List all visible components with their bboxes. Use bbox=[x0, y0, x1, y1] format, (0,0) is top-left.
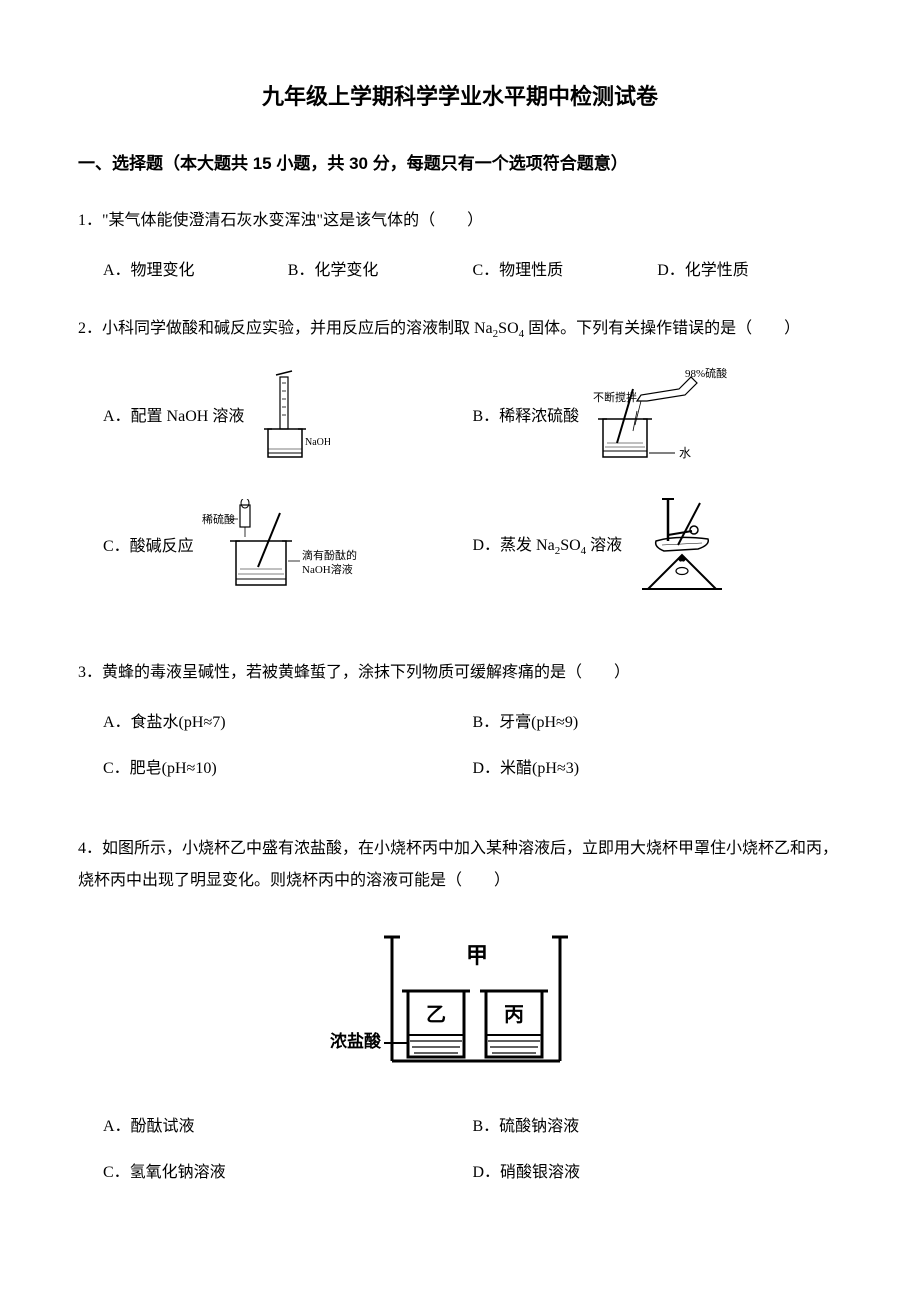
exam-title: 九年级上学期科学学业水平期中检测试卷 bbox=[78, 80, 842, 113]
q1-option-b: B．化学变化 bbox=[288, 259, 473, 283]
q2-b-water-label: 水 bbox=[679, 446, 691, 460]
question-3: 3．黄蜂的毒液呈碱性，若被黄蜂蜇了，涂抹下列物质可缓解疼痛的是（ ） A．食盐水… bbox=[78, 657, 842, 803]
q2-option-d: D．蒸发 Na2SO4 溶液 bbox=[473, 497, 843, 597]
q2-option-c: C．酸碱反应 稀硫酸 滴有酚酞的 NaOH溶 bbox=[103, 497, 473, 597]
q1-options: A．物理变化 B．化学变化 C．物理性质 D．化学性质 bbox=[78, 259, 842, 283]
q2-options: A．配置 NaOH 溶液 NaOH bbox=[78, 367, 842, 627]
q4-yi-label: 乙 bbox=[426, 1004, 446, 1026]
q4-stem: 4．如图所示，小烧杯乙中盛有浓盐酸，在小烧杯丙中加入某种溶液后，立即用大烧杯甲罩… bbox=[78, 833, 842, 897]
q2-option-a: A．配置 NaOH 溶液 NaOH bbox=[103, 367, 473, 467]
q3-option-d: D．米醋(pH≈3) bbox=[473, 757, 843, 781]
q4-bing-label: 丙 bbox=[504, 1004, 524, 1026]
q2-a-figure: NaOH bbox=[250, 369, 330, 464]
q2-stem-mid: SO bbox=[498, 320, 518, 337]
q2-b-figure: 不断搅拌 98%硫酸 水 bbox=[585, 367, 735, 467]
q4-option-b: B．硫酸钠溶液 bbox=[473, 1115, 843, 1139]
q4-option-a: A．酚酞试液 bbox=[103, 1115, 473, 1139]
q4-figure: 甲 乙 丙 浓盐酸 bbox=[78, 919, 842, 1087]
q1-option-a: A．物理变化 bbox=[103, 259, 288, 283]
q2-stem-l2: 固体。下列有关操作错误的是（ ） bbox=[524, 320, 800, 337]
q4-hcl-label: 浓盐酸 bbox=[330, 1031, 382, 1051]
q4-option-c: C．氢氧化钠溶液 bbox=[103, 1161, 473, 1185]
q3-option-c: C．肥皂(pH≈10) bbox=[103, 757, 473, 781]
q4-option-d: D．硝酸银溶液 bbox=[473, 1161, 843, 1185]
section-header: 一、选择题（本大题共 15 小题，共 30 分，每题只有一个选项符合题意） bbox=[78, 151, 842, 177]
q2-c-label: C．酸碱反应 bbox=[103, 535, 194, 559]
q1-stem: 1．"某气体能使澄清石灰水变浑浊"这是该气体的（ ） bbox=[78, 205, 842, 237]
q2-d-figure bbox=[628, 497, 723, 597]
q2-c-phenol-label: 滴有酚酞的 bbox=[302, 548, 357, 562]
q2-b-label: B．稀释浓硫酸 bbox=[473, 405, 580, 429]
q2-b-stir-label: 不断搅拌 bbox=[593, 390, 637, 404]
question-2: 2．小科同学做酸和碱反应实验，并用反应后的溶液制取 Na2SO4 固体。下列有关… bbox=[78, 313, 842, 627]
q3-options: A．食盐水(pH≈7) B．牙膏(pH≈9) C．肥皂(pH≈10) D．米醋(… bbox=[78, 711, 842, 803]
q3-option-b: B．牙膏(pH≈9) bbox=[473, 711, 843, 735]
q1-option-c: C．物理性质 bbox=[473, 259, 658, 283]
q2-b-acid-label: 98%硫酸 bbox=[685, 367, 727, 380]
q3-stem: 3．黄蜂的毒液呈碱性，若被黄蜂蜇了，涂抹下列物质可缓解疼痛的是（ ） bbox=[78, 657, 842, 689]
q2-option-b: B．稀释浓硫酸 不断搅拌 98%硫酸 水 bbox=[473, 367, 843, 467]
q2-a-naoh-label: NaOH bbox=[305, 437, 330, 448]
question-1: 1．"某气体能使澄清石灰水变浑浊"这是该气体的（ ） A．物理变化 B．化学变化… bbox=[78, 205, 842, 283]
question-4: 4．如图所示，小烧杯乙中盛有浓盐酸，在小烧杯丙中加入某种溶液后，立即用大烧杯甲罩… bbox=[78, 833, 842, 1207]
q2-a-label: A．配置 NaOH 溶液 bbox=[103, 405, 244, 429]
q2-c-figure: 稀硫酸 滴有酚酞的 NaOH溶液 bbox=[200, 499, 370, 594]
q2-stem: 2．小科同学做酸和碱反应实验，并用反应后的溶液制取 Na2SO4 固体。下列有关… bbox=[78, 313, 842, 345]
q4-jia-label: 甲 bbox=[466, 943, 488, 968]
q3-option-a: A．食盐水(pH≈7) bbox=[103, 711, 473, 735]
q2-c-naoh-label: NaOH溶液 bbox=[302, 562, 353, 576]
q2-stem-l1: 2．小科同学做酸和碱反应实验，并用反应后的溶液制取 Na bbox=[78, 320, 493, 337]
q4-options: A．酚酞试液 B．硫酸钠溶液 C．氢氧化钠溶液 D．硝酸银溶液 bbox=[78, 1115, 842, 1207]
q2-d-label: D．蒸发 Na2SO4 溶液 bbox=[473, 534, 623, 560]
q1-option-d: D．化学性质 bbox=[657, 259, 842, 283]
